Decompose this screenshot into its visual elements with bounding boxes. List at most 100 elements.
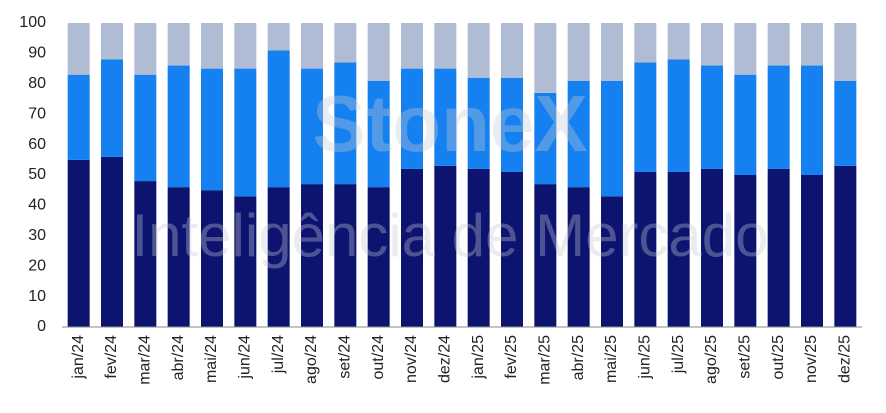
- bar-segment: [234, 68, 257, 197]
- x-tick-label: abr/25: [570, 335, 587, 380]
- x-tick-label: out/25: [770, 335, 787, 380]
- bar-segment: [234, 23, 257, 69]
- x-tick-label: jan/25: [470, 335, 487, 380]
- bar-segment: [634, 62, 657, 172]
- bar-segment: [801, 23, 823, 66]
- bar-segment: [234, 196, 257, 327]
- x-tick-label: set/25: [737, 335, 754, 379]
- bar-segment: [101, 156, 123, 327]
- bar-segment: [634, 23, 657, 63]
- y-tick-label: 40: [28, 197, 46, 214]
- bar-segment: [834, 80, 857, 166]
- x-tick-label: dez/24: [437, 335, 454, 383]
- bar-segment: [701, 65, 723, 169]
- bar-segment: [534, 23, 557, 93]
- bar-segment: [301, 184, 323, 327]
- bar-segment: [567, 80, 590, 188]
- bar-segment: [767, 168, 790, 327]
- bar-segment: [167, 65, 190, 188]
- x-tick-label: ago/25: [703, 335, 720, 384]
- bar-segment: [501, 171, 523, 327]
- bar-segment: [301, 68, 323, 185]
- bar-segment: [567, 187, 590, 327]
- x-tick-label: mar/25: [537, 335, 554, 385]
- y-tick-label: 60: [28, 136, 46, 153]
- x-tick-label: ago/24: [303, 335, 320, 384]
- bar-segment: [434, 165, 457, 327]
- bar-segment: [267, 50, 290, 188]
- y-tick-label: 20: [28, 257, 46, 274]
- bar-segment: [201, 68, 223, 191]
- bar-segment: [667, 171, 690, 327]
- bar-segment: [367, 80, 390, 188]
- x-tick-label: set/24: [337, 335, 354, 379]
- bar-segment: [334, 23, 357, 63]
- bar-segment: [434, 23, 457, 69]
- bar-segment: [67, 159, 90, 327]
- x-tick-label: nov/24: [403, 335, 420, 383]
- bar-segment: [134, 74, 157, 182]
- bar-segment: [401, 168, 423, 327]
- watermark: Inteligência de Mercado: [131, 202, 768, 269]
- x-tick-label: jun/24: [237, 335, 254, 380]
- y-tick-label: 30: [28, 227, 46, 244]
- bar-segment: [334, 62, 357, 185]
- bar-segment: [134, 23, 157, 75]
- bar-segment: [767, 23, 790, 66]
- bar-segment: [567, 23, 590, 81]
- bar-segment: [267, 187, 290, 327]
- bar-segment: [734, 175, 757, 327]
- y-tick-label: 70: [28, 105, 46, 122]
- x-tick-label: mai/24: [203, 335, 220, 383]
- x-tick-label: jun/25: [637, 335, 654, 380]
- y-tick-label: 50: [28, 166, 46, 183]
- bar-segment: [767, 65, 790, 169]
- x-tick-label: mai/25: [603, 335, 620, 383]
- bar-segment: [601, 80, 623, 197]
- bar-segment: [134, 181, 157, 327]
- x-tick-label: abr/24: [170, 335, 187, 380]
- bar-segment: [834, 23, 857, 81]
- bar-segment: [734, 74, 757, 175]
- bar-segment: [401, 23, 423, 69]
- bar-segment: [434, 68, 457, 166]
- bar-segment: [834, 165, 857, 327]
- bar-segment: [667, 59, 690, 172]
- bar-segment: [167, 23, 190, 66]
- x-tick-label: dez/25: [837, 335, 854, 383]
- bar-segment: [801, 65, 823, 175]
- bar-segment: [801, 175, 823, 327]
- bar-segment: [67, 74, 90, 160]
- bar-segment: [334, 184, 357, 327]
- bar-segment: [601, 23, 623, 81]
- y-tick-label: 10: [28, 288, 46, 305]
- bar-segment: [201, 23, 223, 69]
- x-tick-label: jul/24: [270, 335, 287, 374]
- bar-segment: [367, 23, 390, 81]
- y-tick-label: 80: [28, 75, 46, 92]
- bar-segment: [467, 77, 490, 169]
- x-tick-label: nov/25: [803, 335, 820, 383]
- y-tick-label: 90: [28, 45, 46, 62]
- bar-segment: [534, 184, 557, 327]
- bar-segment: [101, 59, 123, 157]
- bar-segment: [634, 171, 657, 327]
- bar-segment: [101, 23, 123, 60]
- bar-segment: [701, 23, 723, 66]
- x-tick-label: jul/25: [670, 335, 687, 374]
- watermark: StoneX: [312, 79, 588, 168]
- bar-segment: [267, 23, 290, 51]
- bar-segment: [734, 23, 757, 75]
- bar-segment: [501, 23, 523, 78]
- bar-segment: [67, 23, 90, 75]
- y-tick-label: 0: [37, 318, 46, 335]
- bar-segment: [667, 23, 690, 60]
- bar-segment: [601, 196, 623, 327]
- bar-segment: [301, 23, 323, 69]
- x-tick-label: fev/24: [103, 335, 120, 379]
- bar-segment: [401, 68, 423, 169]
- bar-segment: [367, 187, 390, 327]
- x-tick-label: out/24: [370, 335, 387, 380]
